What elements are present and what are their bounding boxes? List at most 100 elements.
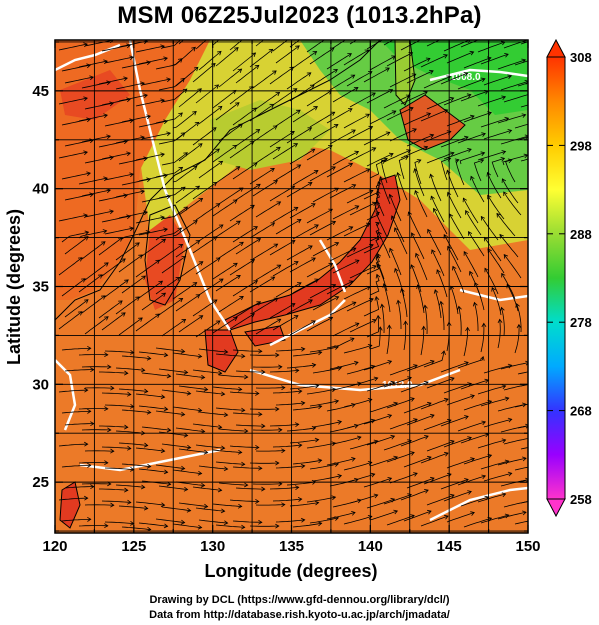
streamline (138, 280, 163, 299)
streamline-arrowhead (146, 355, 152, 361)
streamline-arrowhead (124, 487, 129, 493)
streamline-arrowhead (163, 523, 169, 529)
streamline-arrowhead (98, 274, 103, 279)
streamline-arrowhead (334, 296, 340, 301)
streamline-arrowhead (135, 242, 140, 247)
streamline (289, 439, 319, 444)
streamline-arrowhead (350, 74, 356, 79)
streamline-arrowhead (396, 299, 401, 305)
streamline-arrowhead (87, 345, 92, 351)
streamline (363, 477, 392, 488)
streamline-arrowhead (237, 386, 243, 392)
streamline (104, 173, 134, 181)
streamline-arrowhead (84, 230, 90, 236)
streamline (198, 519, 228, 524)
streamline (383, 95, 411, 109)
streamline (403, 113, 431, 126)
streamline-arrowhead (317, 458, 323, 464)
streamline-arrowhead (77, 257, 83, 262)
streamline (473, 159, 484, 182)
streamline (121, 526, 151, 530)
streamline-arrowhead (110, 502, 115, 508)
y-tick-label: 40 (32, 181, 49, 198)
streamline (218, 374, 248, 378)
streamline-arrowhead (87, 462, 92, 468)
streamline (349, 494, 378, 504)
streamline (218, 68, 242, 88)
streamline-arrowhead (143, 93, 148, 99)
streamline (380, 158, 388, 184)
streamline-arrowhead (256, 183, 261, 189)
streamline (312, 421, 342, 428)
streamline-arrowhead (84, 495, 89, 501)
streamline-arrowhead (81, 278, 86, 283)
streamline (408, 211, 422, 239)
streamline-arrowhead (307, 127, 313, 132)
streamline (192, 423, 222, 428)
streamline-arrowhead (348, 280, 354, 285)
streamline-arrowhead (200, 482, 206, 488)
streamline (369, 402, 398, 413)
streamline (178, 88, 202, 108)
streamline (275, 45, 300, 64)
streamline (400, 435, 429, 447)
streamline-arrowhead (84, 441, 89, 447)
streamline (306, 145, 333, 161)
streamline-arrowhead (462, 197, 468, 203)
streamline-arrowhead (311, 362, 317, 368)
streamline (329, 74, 355, 91)
streamline-arrowhead (317, 521, 323, 527)
streamline (349, 377, 378, 387)
streamline (118, 254, 143, 273)
streamline-arrowhead (507, 417, 513, 423)
streamline-arrowhead (258, 411, 263, 417)
streamline (198, 106, 223, 125)
streamline (443, 94, 471, 106)
streamline-arrowhead (275, 91, 281, 97)
streamline (497, 319, 501, 349)
streamline-arrowhead (390, 215, 396, 220)
streamline (306, 263, 333, 278)
streamline (289, 203, 316, 219)
streamline-arrowhead (198, 143, 203, 148)
streamline (101, 152, 131, 160)
streamline (477, 439, 506, 449)
streamline (503, 254, 522, 279)
streamline-arrowhead (89, 192, 94, 198)
streamline-arrowhead (522, 510, 527, 516)
streamline-arrowhead (178, 243, 184, 249)
streamline-arrowhead (403, 320, 409, 325)
streamline (58, 214, 88, 222)
streamline-arrowhead (296, 282, 302, 287)
streamline-arrowhead (387, 477, 393, 482)
streamline (84, 40, 114, 47)
streamline (61, 518, 91, 522)
streamline (502, 154, 528, 166)
streamline (138, 57, 168, 65)
streamline-arrowhead (365, 168, 371, 173)
streamline (386, 325, 390, 355)
streamline-arrowhead (166, 481, 172, 487)
streamline-arrowhead (87, 408, 92, 414)
streamline (192, 127, 217, 146)
streamline-arrowhead (539, 55, 543, 59)
streamline-arrowhead (480, 215, 486, 221)
streamline-arrowhead (349, 337, 355, 342)
streamline-arrowhead (296, 164, 302, 169)
streamline (135, 393, 165, 398)
streamline-arrowhead (454, 158, 460, 164)
streamline (449, 213, 465, 240)
streamline (503, 94, 528, 103)
streamline (232, 280, 258, 297)
streamline-arrowhead (104, 316, 109, 321)
streamline (121, 355, 151, 359)
streamline (414, 168, 425, 197)
streamline (501, 273, 516, 300)
streamline (343, 113, 370, 129)
streamline-arrowhead (155, 313, 160, 318)
streamline-arrowhead (314, 224, 319, 229)
streamline (115, 296, 140, 315)
mainland-coast (55, 40, 381, 321)
streamline-arrowhead (104, 352, 109, 358)
streamline (275, 219, 302, 235)
